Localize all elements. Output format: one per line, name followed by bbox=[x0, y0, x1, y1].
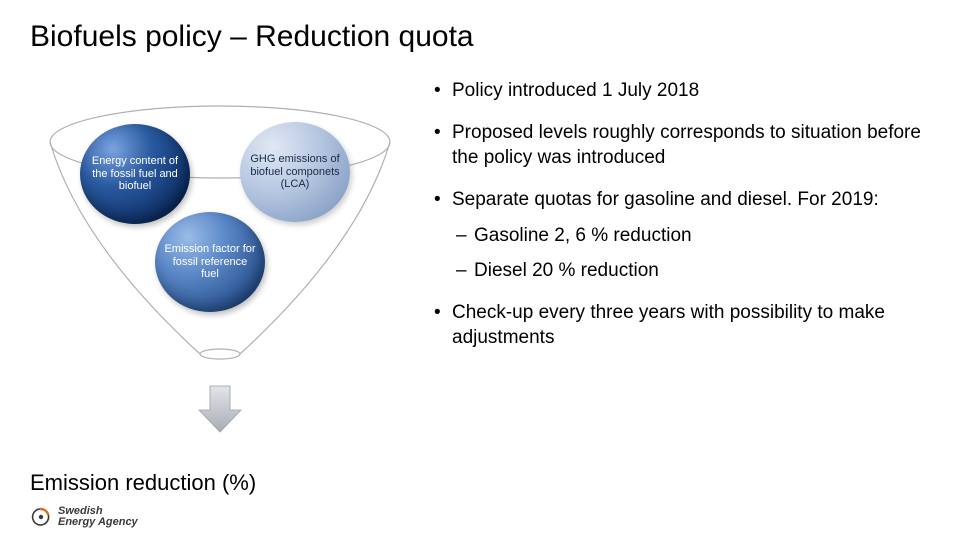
bubble-label: Energy content of the fossil fuel and bi… bbox=[88, 155, 182, 193]
bullet-column: Policy introduced 1 July 2018 Proposed l… bbox=[430, 74, 930, 494]
bullet-item: Check-up every three years with possibil… bbox=[430, 300, 930, 351]
sub-bullet-item: Gasoline 2, 6 % reduction bbox=[452, 223, 930, 249]
bullet-item: Policy introduced 1 July 2018 bbox=[430, 78, 930, 104]
bubble-label: Emission factor for fossil reference fue… bbox=[163, 243, 257, 281]
logo-icon bbox=[30, 506, 52, 528]
down-arrow-icon bbox=[195, 384, 245, 434]
bullet-list: Policy introduced 1 July 2018 Proposed l… bbox=[430, 78, 930, 351]
slide: Biofuels policy – Reduction quota bbox=[0, 0, 960, 540]
sub-bullet-list: Gasoline 2, 6 % reduction Diesel 20 % re… bbox=[452, 223, 930, 284]
logo-line2: Energy Agency bbox=[58, 516, 138, 528]
diagram-column: Energy content of the fossil fuel and bi… bbox=[30, 74, 430, 494]
bullet-item: Separate quotas for gasoline and diesel.… bbox=[430, 187, 930, 284]
bubble-label: GHG emissions of biofuel componets (LCA) bbox=[248, 153, 342, 191]
content-row: Energy content of the fossil fuel and bi… bbox=[30, 74, 930, 494]
sub-bullet-item: Diesel 20 % reduction bbox=[452, 258, 930, 284]
page-title: Biofuels policy – Reduction quota bbox=[30, 20, 930, 54]
diagram-caption: Emission reduction (%) bbox=[30, 470, 256, 496]
funnel-diagram: Energy content of the fossil fuel and bi… bbox=[40, 104, 400, 404]
bubble-energy-content: Energy content of the fossil fuel and bi… bbox=[80, 124, 190, 224]
bubble-ghg-emissions: GHG emissions of biofuel componets (LCA) bbox=[240, 122, 350, 222]
logo-text: Swedish Energy Agency bbox=[58, 506, 138, 528]
logo: Swedish Energy Agency bbox=[30, 506, 138, 528]
bubble-emission-factor: Emission factor for fossil reference fue… bbox=[155, 212, 265, 312]
bullet-text: Separate quotas for gasoline and diesel.… bbox=[452, 189, 879, 210]
bullet-item: Proposed levels roughly corresponds to s… bbox=[430, 120, 930, 171]
